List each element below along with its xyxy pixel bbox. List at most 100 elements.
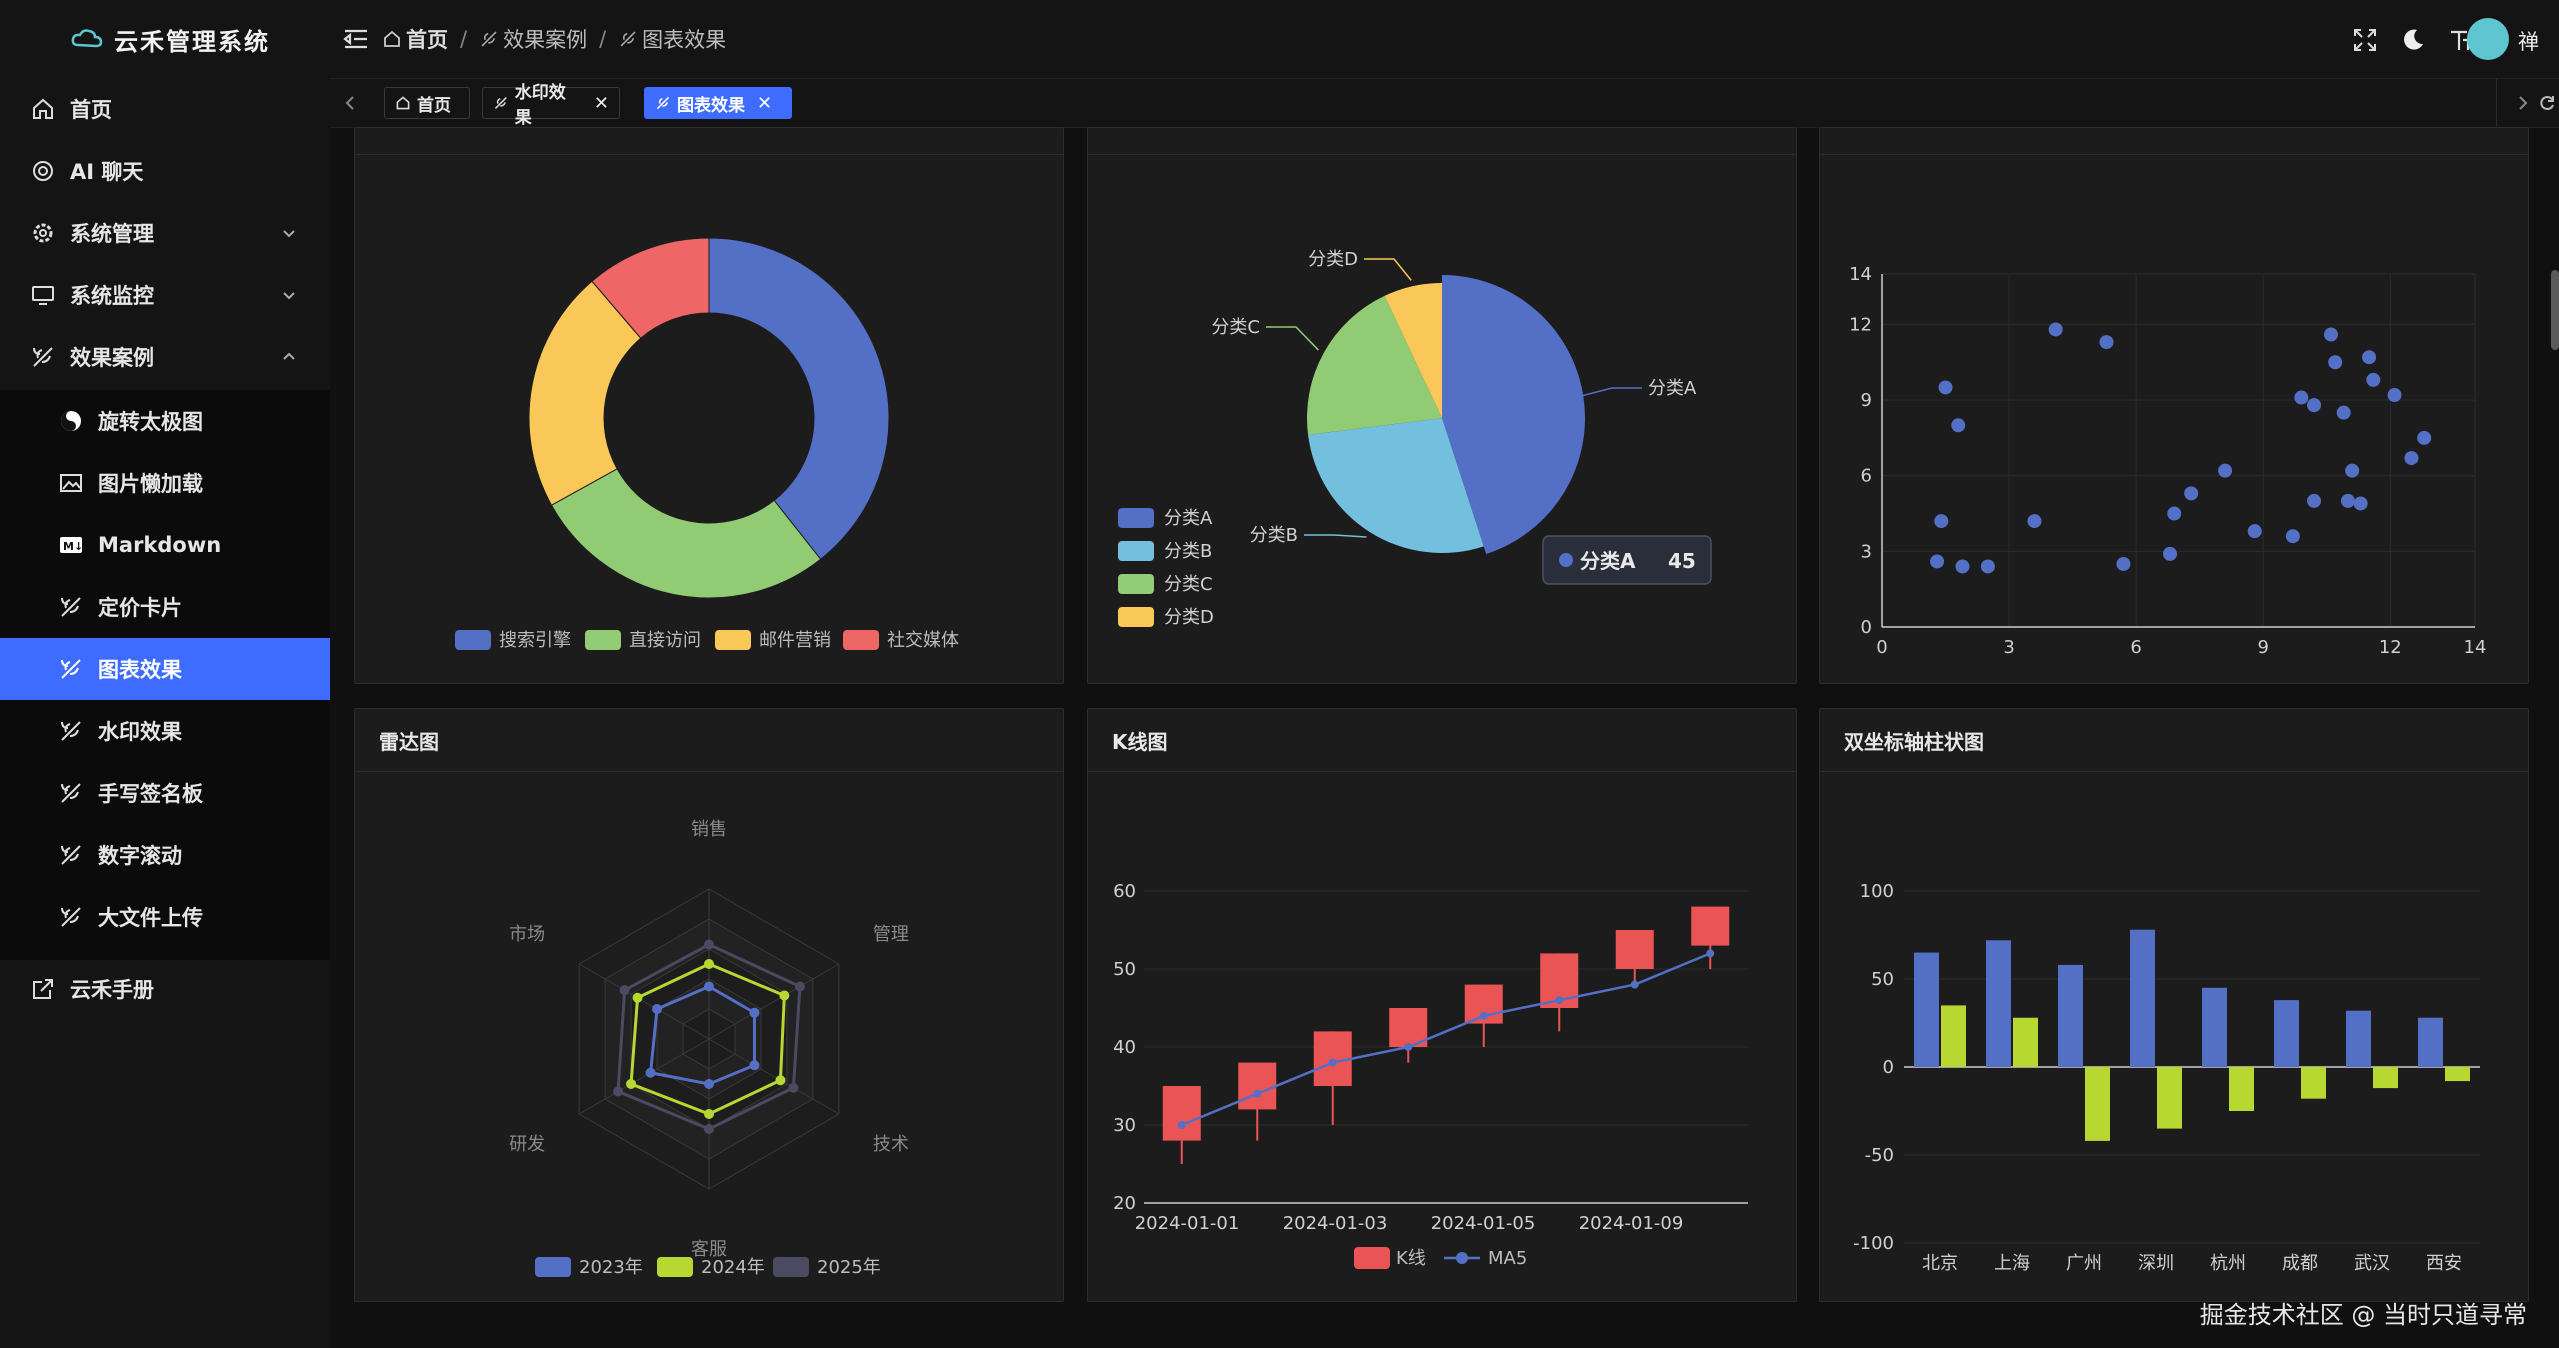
sidebar: 云禾管理系统 首页 AI 聊天 系统管理 系统监控 效果案例 旋转太极图 图片懒… xyxy=(0,0,330,1348)
refresh-icon[interactable] xyxy=(2537,93,2557,113)
leaf-icon xyxy=(481,31,497,47)
scatter-point xyxy=(2366,372,2381,387)
brand[interactable]: 云禾管理系统 xyxy=(0,0,330,78)
home-icon xyxy=(384,30,400,47)
home-icon xyxy=(30,96,56,122)
menu-fold-icon[interactable] xyxy=(342,25,370,53)
radar-point xyxy=(626,1079,637,1089)
close-icon[interactable]: ✕ xyxy=(757,92,773,114)
chevron-left-icon[interactable] xyxy=(340,93,360,113)
sidebar-item-label: 图表效果 xyxy=(98,658,182,682)
bar xyxy=(2301,1067,2326,1099)
sidebar-item-watermark[interactable]: 水印效果 xyxy=(0,700,330,762)
label-line xyxy=(1364,258,1412,281)
chevron-up-icon xyxy=(283,352,295,360)
scatter-point xyxy=(2285,529,2300,544)
sidebar-item-pricing-card[interactable]: 定价卡片 xyxy=(0,576,330,638)
sidebar-item-lazy-image[interactable]: 图片懒加载 xyxy=(0,452,330,514)
legend-label: MA5 xyxy=(1488,1248,1527,1269)
x-tick-label: 深圳 xyxy=(2138,1253,2174,1274)
close-icon[interactable]: ✕ xyxy=(593,92,609,114)
sidebar-item-label: 系统管理 xyxy=(70,222,154,246)
radar-spoke xyxy=(708,963,840,1040)
y-tick-label: 9 xyxy=(1861,390,1872,411)
breadcrumb-item[interactable]: 效果案例 xyxy=(503,28,588,52)
fullscreen-icon[interactable] xyxy=(2351,26,2379,54)
leaf-icon xyxy=(58,656,84,682)
font-size-icon[interactable] xyxy=(2447,26,2475,54)
x-tick-label: 2024-01-03 xyxy=(1283,1213,1388,1234)
candle-body xyxy=(1238,1062,1277,1110)
radar-indicator-label: 客服 xyxy=(691,1239,727,1260)
x-tick-label: 广州 xyxy=(2066,1253,2102,1274)
sidebar-item-file-upload[interactable]: 大文件上传 xyxy=(0,886,330,948)
y-tick-label: 50 xyxy=(1871,969,1894,990)
sidebar-item-label: Markdown xyxy=(98,533,222,557)
sidebar-item-markdown[interactable]: M↓ Markdown xyxy=(0,514,330,576)
tab-home[interactable]: 首页 xyxy=(384,87,470,119)
sidebar-item-label: 旋转太极图 xyxy=(98,410,203,434)
moon-icon[interactable] xyxy=(2399,26,2427,54)
scrollbar-thumb[interactable] xyxy=(2551,270,2559,350)
svg-text:M↓: M↓ xyxy=(63,540,83,553)
scatter-point xyxy=(2362,350,2377,365)
sidebar-item-ai-chat[interactable]: AI 聊天 xyxy=(0,140,330,202)
sidebar-item-taiji[interactable]: 旋转太极图 xyxy=(0,390,330,452)
bar xyxy=(2445,1067,2470,1082)
legend-swatch xyxy=(455,630,491,650)
tab-label: 首页 xyxy=(417,95,451,116)
chevron-right-icon[interactable] xyxy=(2513,93,2533,113)
bar xyxy=(2202,987,2227,1067)
brand-title: 云禾管理系统 xyxy=(114,27,270,56)
bar xyxy=(1941,1005,1966,1067)
pie-slice xyxy=(1308,418,1484,553)
x-tick-label: 上海 xyxy=(1994,1253,2030,1274)
ma5-point xyxy=(1253,1089,1262,1098)
kline-chart: 20 30 40 50 60 2024-01-01 2024-01-03 2024-01-05… xyxy=(1113,881,1748,1269)
sidebar-item-label: 云禾手册 xyxy=(70,978,154,1002)
logo-icon xyxy=(71,29,103,48)
sidebar-item-system-monitor[interactable]: 系统监控 xyxy=(0,264,330,326)
scatter-point xyxy=(2184,486,2199,501)
y-tick-label: 60 xyxy=(1113,881,1136,902)
user-name[interactable]: 禅 xyxy=(2518,30,2539,54)
y-tick-label: 12 xyxy=(1849,314,1872,335)
legend-label: 2024年 xyxy=(701,1257,765,1278)
monitor-icon xyxy=(30,282,56,308)
donut-slice xyxy=(528,280,642,506)
bar xyxy=(2229,1067,2254,1111)
donut-slice xyxy=(708,237,890,560)
x-tick-label: 2024-01-09 xyxy=(1579,1213,1684,1234)
sidebar-item-chart-effects[interactable]: 图表效果 xyxy=(0,638,330,700)
breadcrumb-item[interactable]: 首页 xyxy=(406,28,448,52)
donut-slice xyxy=(550,468,822,599)
scatter-point xyxy=(1955,559,1970,574)
tab-chart-effects[interactable]: 图表效果 ✕ xyxy=(644,87,792,119)
ma5-point xyxy=(1630,980,1639,989)
sidebar-item-effect-cases[interactable]: 效果案例 xyxy=(0,326,330,388)
radar-point xyxy=(632,992,643,1003)
legend-swatch xyxy=(1118,508,1154,528)
kline-chart-card: K线图 20 30 40 50 60 2024-01-01 2024-01-03 2024-0… xyxy=(1087,708,1797,1302)
y-tick-label: 14 xyxy=(1849,264,1872,285)
legend-label: 邮件营销 xyxy=(759,630,831,651)
scatter-point xyxy=(2167,506,2182,521)
sidebar-item-home[interactable]: 首页 xyxy=(0,78,330,140)
card-title: 雷达图 xyxy=(355,709,1063,772)
scatter-point xyxy=(1938,380,1953,395)
scatter-point xyxy=(2328,355,2343,370)
ma5-point xyxy=(1328,1058,1337,1067)
x-tick-label: 14 xyxy=(2464,637,2487,658)
sidebar-item-signature[interactable]: 手写签名板 xyxy=(0,762,330,824)
avatar[interactable] xyxy=(2467,18,2509,60)
sidebar-item-system-management[interactable]: 系统管理 xyxy=(0,202,330,264)
scatter-point xyxy=(1980,559,1995,574)
sidebar-item-number-roll[interactable]: 数字滚动 xyxy=(0,824,330,886)
card-header xyxy=(1088,128,1796,155)
tab-watermark[interactable]: 水印效果 ✕ xyxy=(482,83,620,128)
sidebar-item-manual[interactable]: 云禾手册 xyxy=(0,958,330,1020)
ma5-point xyxy=(1479,1011,1488,1020)
leaf-icon xyxy=(58,842,84,868)
leaf-icon xyxy=(58,780,84,806)
candle-body xyxy=(1162,1086,1201,1141)
